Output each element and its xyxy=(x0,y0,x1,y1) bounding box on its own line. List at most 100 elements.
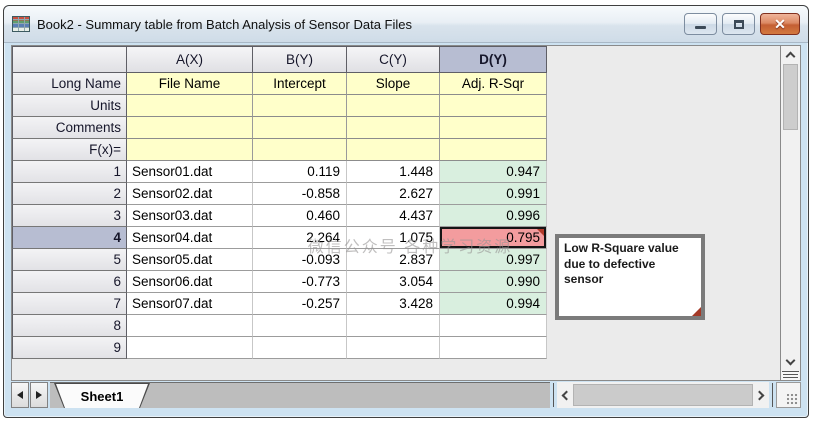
row-label-units[interactable]: Units xyxy=(12,95,127,117)
tab-sheet1[interactable]: Sheet1 xyxy=(54,383,150,408)
row-header-3[interactable]: 3 xyxy=(12,205,127,227)
row-header-7[interactable]: 7 xyxy=(12,293,127,315)
data-cell[interactable]: 0.996 xyxy=(440,205,547,227)
label-cell[interactable] xyxy=(253,117,347,139)
worksheet-grid: A(X) B(Y) C(Y) D(Y) Long Name File Name Interc… xyxy=(12,46,547,359)
column-header-c[interactable]: C(Y) xyxy=(347,46,440,73)
row-header-8[interactable]: 8 xyxy=(12,315,127,337)
resize-grip[interactable] xyxy=(776,382,801,408)
row-header-5[interactable]: 5 xyxy=(12,249,127,271)
data-cell[interactable]: Sensor05.dat xyxy=(127,249,253,271)
tab-scroll-left-button[interactable] xyxy=(11,382,29,408)
column-header-b[interactable]: B(Y) xyxy=(253,46,347,73)
row-label-comments[interactable]: Comments xyxy=(12,117,127,139)
scroll-down-button[interactable] xyxy=(781,354,800,370)
data-cell[interactable]: 0.990 xyxy=(440,271,547,293)
data-cell[interactable]: 0.997 xyxy=(440,249,547,271)
data-cell[interactable]: -0.773 xyxy=(253,271,347,293)
window-client-area: A(X) B(Y) C(Y) D(Y) Long Name File Name Interc… xyxy=(4,43,808,417)
data-cell[interactable]: Sensor02.dat xyxy=(127,183,253,205)
data-cell[interactable]: -0.093 xyxy=(253,249,347,271)
row-header-6[interactable]: 6 xyxy=(12,271,127,293)
row-header-1[interactable]: 1 xyxy=(12,161,127,183)
vertical-scrollbar-thumb[interactable] xyxy=(783,64,798,130)
row-header-9[interactable]: 9 xyxy=(12,337,127,359)
worksheet-icon xyxy=(12,16,30,32)
column-header-a[interactable]: A(X) xyxy=(127,46,253,73)
label-cell[interactable] xyxy=(440,95,547,117)
row-label-f-x-[interactable]: F(x)= xyxy=(12,139,127,161)
data-cell[interactable]: 1.075 xyxy=(347,227,440,249)
row-header-2[interactable]: 2 xyxy=(12,183,127,205)
data-cell[interactable]: -0.858 xyxy=(253,183,347,205)
data-cell[interactable]: 2.837 xyxy=(347,249,440,271)
data-cell[interactable]: 1.448 xyxy=(347,161,440,183)
corner-header-cell[interactable] xyxy=(12,46,127,73)
label-cell[interactable] xyxy=(253,95,347,117)
tab-scroll-right-button[interactable] xyxy=(30,382,48,408)
data-cell[interactable]: 0.991 xyxy=(440,183,547,205)
sheet-tab-bar: Sheet1 xyxy=(11,382,801,408)
chevron-right-icon xyxy=(754,390,765,400)
label-cell[interactable] xyxy=(347,139,440,161)
label-cell[interactable] xyxy=(253,139,347,161)
data-cell[interactable]: 0.795 xyxy=(440,227,547,249)
label-cell[interactable]: Adj. R-Sqr xyxy=(440,73,547,95)
right-triangle-icon xyxy=(36,391,42,399)
close-icon: ✕ xyxy=(774,16,786,32)
pane-splitter-handle[interactable] xyxy=(782,371,799,380)
row-header-4[interactable]: 4 xyxy=(12,227,127,249)
vertical-scrollbar[interactable] xyxy=(780,46,800,380)
data-cell[interactable]: 3.428 xyxy=(347,293,440,315)
close-button[interactable]: ✕ xyxy=(760,13,800,35)
data-cell[interactable]: Sensor07.dat xyxy=(127,293,253,315)
row-label-long-name[interactable]: Long Name xyxy=(12,73,127,95)
data-cell[interactable] xyxy=(347,315,440,337)
data-cell[interactable]: 0.947 xyxy=(440,161,547,183)
label-cell[interactable] xyxy=(127,139,253,161)
data-cell[interactable]: 2.264 xyxy=(253,227,347,249)
horizontal-scrollbar-thumb[interactable] xyxy=(573,384,753,406)
label-cell[interactable]: Slope xyxy=(347,73,440,95)
data-cell[interactable]: 3.054 xyxy=(347,271,440,293)
label-cell[interactable]: Intercept xyxy=(253,73,347,95)
left-triangle-icon xyxy=(17,391,23,399)
data-cell[interactable] xyxy=(253,315,347,337)
horizontal-scrollbar[interactable] xyxy=(557,382,769,408)
data-cell[interactable] xyxy=(127,337,253,359)
label-cell[interactable] xyxy=(440,139,547,161)
data-cell[interactable]: Sensor04.dat xyxy=(127,227,253,249)
data-cell[interactable]: 0.994 xyxy=(440,293,547,315)
label-cell[interactable] xyxy=(127,117,253,139)
chevron-down-icon xyxy=(785,355,796,366)
column-header-d[interactable]: D(Y) xyxy=(440,46,547,73)
label-cell[interactable] xyxy=(347,95,440,117)
label-cell[interactable] xyxy=(347,117,440,139)
data-cell[interactable] xyxy=(347,337,440,359)
scroll-left-button[interactable] xyxy=(557,382,573,408)
data-cell[interactable]: 0.119 xyxy=(253,161,347,183)
divider xyxy=(772,383,773,407)
data-cell[interactable]: Sensor01.dat xyxy=(127,161,253,183)
book2-window: Book2 - Summary table from Batch Analysi… xyxy=(3,5,809,418)
data-cell[interactable]: Sensor03.dat xyxy=(127,205,253,227)
minimize-icon xyxy=(695,26,706,29)
minimize-button[interactable] xyxy=(684,13,717,35)
data-cell[interactable]: 4.437 xyxy=(347,205,440,227)
title-bar[interactable]: Book2 - Summary table from Batch Analysi… xyxy=(4,6,808,43)
label-cell[interactable] xyxy=(127,95,253,117)
data-cell[interactable] xyxy=(440,337,547,359)
horizontal-scrollbar-track[interactable] xyxy=(573,382,753,408)
restore-button[interactable] xyxy=(722,13,755,35)
scroll-up-button[interactable] xyxy=(781,46,800,62)
data-cell[interactable]: 0.460 xyxy=(253,205,347,227)
data-cell[interactable] xyxy=(440,315,547,337)
label-cell[interactable] xyxy=(440,117,547,139)
scroll-right-button[interactable] xyxy=(753,382,769,408)
data-cell[interactable]: -0.257 xyxy=(253,293,347,315)
data-cell[interactable]: 2.627 xyxy=(347,183,440,205)
data-cell[interactable] xyxy=(253,337,347,359)
data-cell[interactable] xyxy=(127,315,253,337)
data-cell[interactable]: Sensor06.dat xyxy=(127,271,253,293)
label-cell[interactable]: File Name xyxy=(127,73,253,95)
